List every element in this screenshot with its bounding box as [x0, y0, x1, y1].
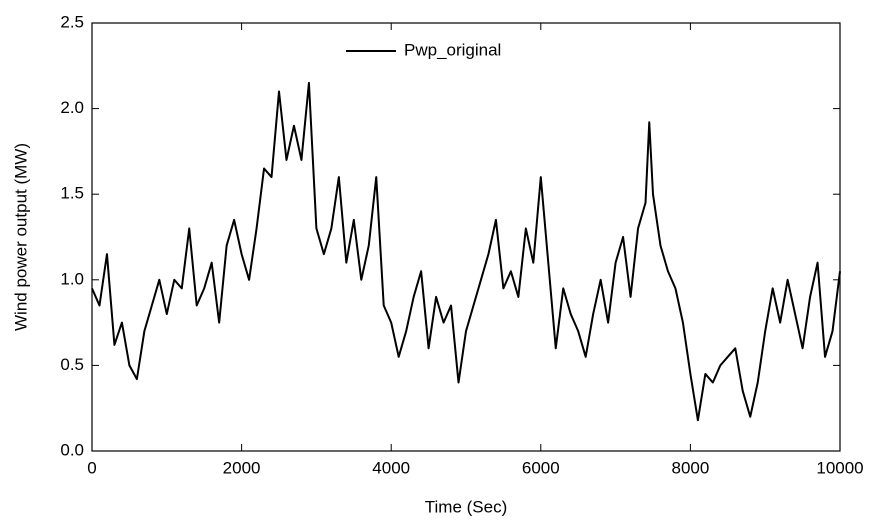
y-tick-label: 1.0: [60, 269, 84, 288]
y-tick-label: 0.5: [60, 355, 84, 374]
x-tick-label: 0: [87, 458, 96, 477]
y-tick-label: 2.0: [60, 98, 84, 117]
data-line: [91, 81, 841, 422]
x-tick-label: 2000: [223, 458, 261, 477]
legend-label: Pwp_original: [404, 40, 501, 59]
x-tick-label: 4000: [372, 458, 410, 477]
y-tick-label: 0.0: [60, 440, 84, 459]
x-tick-label: 6000: [522, 458, 560, 477]
y-tick-label: 1.5: [60, 184, 84, 203]
x-tick-label: 8000: [671, 458, 709, 477]
y-tick-label: 2.5: [60, 12, 84, 31]
x-axis-label: Time (Sec): [425, 497, 508, 516]
y-axis-label: Wind power output (MW): [11, 143, 30, 331]
x-tick-label: 10000: [816, 458, 863, 477]
plot-frame: [91, 22, 841, 452]
